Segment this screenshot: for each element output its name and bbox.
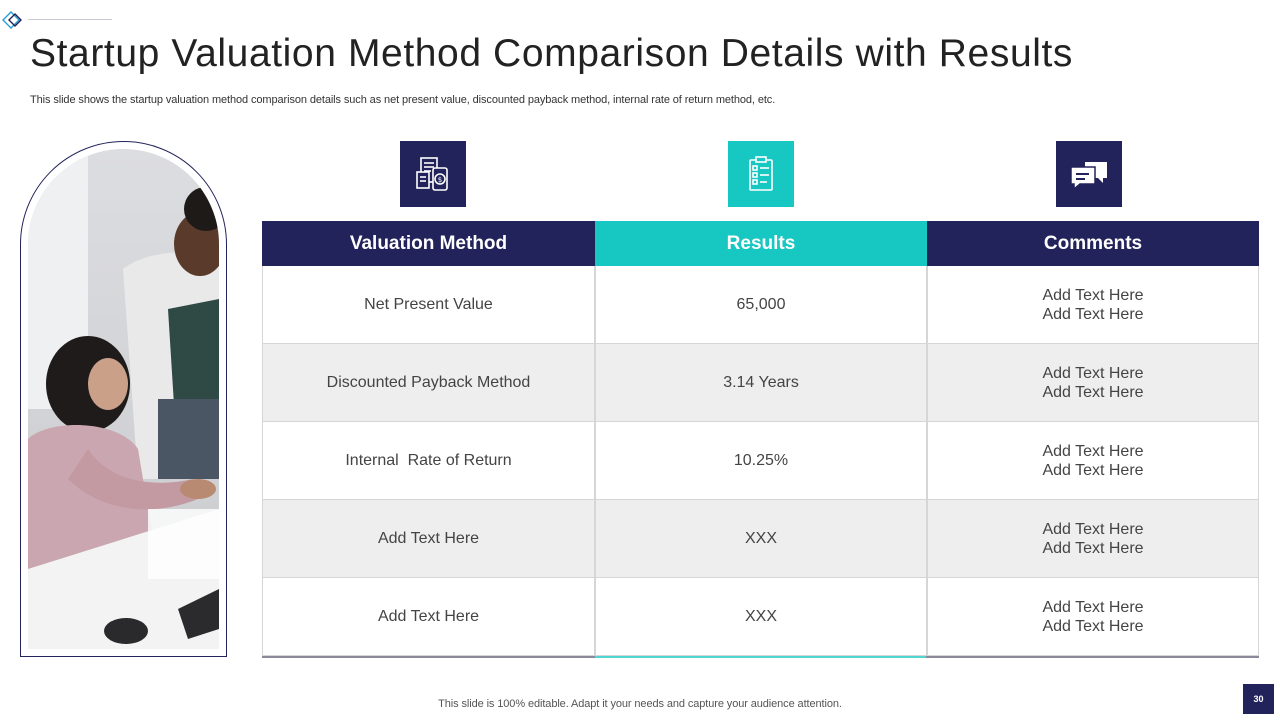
footer-note: This slide is 100% editable. Adapt it yo…: [438, 698, 842, 710]
comment-line: Add Text Here: [1042, 286, 1144, 304]
comment-line: Add Text Here: [1042, 539, 1144, 557]
svg-text:$: $: [438, 176, 442, 184]
photo-frame: [20, 141, 227, 657]
result-cell: 10.25%: [595, 422, 927, 500]
comment-line: Add Text Here: [1042, 442, 1144, 460]
table-row: Net Present Value 65,000 Add Text Here A…: [262, 266, 1259, 344]
header-results: Results: [595, 221, 927, 266]
header-valuation-method: Valuation Method: [262, 221, 595, 266]
comment-cell: Add Text Here Add Text Here: [927, 344, 1259, 422]
chat-bubbles-icon: [1056, 141, 1122, 207]
results-column-underline: [595, 656, 926, 658]
comment-cell: Add Text Here Add Text Here: [927, 578, 1259, 656]
comment-line: Add Text Here: [1042, 520, 1144, 538]
page-number: 30: [1243, 684, 1274, 714]
method-cell: Add Text Here: [262, 500, 595, 578]
header-comments: Comments: [927, 221, 1259, 266]
table-row: Discounted Payback Method 3.14 Years Add…: [262, 344, 1259, 422]
comment-cell: Add Text Here Add Text Here: [927, 422, 1259, 500]
result-cell: XXX: [595, 500, 927, 578]
table-row: Add Text Here XXX Add Text Here Add Text…: [262, 500, 1259, 578]
comment-line: Add Text Here: [1042, 617, 1144, 635]
comment-line: Add Text Here: [1042, 383, 1144, 401]
method-cell: Add Text Here: [262, 578, 595, 656]
comment-line: Add Text Here: [1042, 598, 1144, 616]
checklist-clipboard-icon: [728, 141, 794, 207]
table-row: Add Text Here XXX Add Text Here Add Text…: [262, 578, 1259, 658]
table-header: Valuation Method Results Comments: [262, 221, 1259, 266]
comment-line: Add Text Here: [1042, 364, 1144, 382]
slide-subtitle: This slide shows the startup valuation m…: [30, 94, 776, 106]
valuation-table: Valuation Method Results Comments Net Pr…: [262, 221, 1259, 658]
method-cell: Discounted Payback Method: [262, 344, 595, 422]
method-cell: Internal Rate of Return: [262, 422, 595, 500]
comment-line: Add Text Here: [1042, 305, 1144, 323]
result-cell: 3.14 Years: [595, 344, 927, 422]
method-cell: Net Present Value: [262, 266, 595, 344]
result-cell: XXX: [595, 578, 927, 656]
document-money-icon: $: [400, 141, 466, 207]
comment-cell: Add Text Here Add Text Here: [927, 266, 1259, 344]
comment-line: Add Text Here: [1042, 461, 1144, 479]
diamond-logo-icon: [2, 11, 22, 29]
slide-title: Startup Valuation Method Comparison Deta…: [30, 32, 1074, 75]
team-photo: [28, 149, 219, 649]
table-row: Internal Rate of Return 10.25% Add Text …: [262, 422, 1259, 500]
result-cell: 65,000: [595, 266, 927, 344]
header-divider: [28, 19, 112, 20]
comment-cell: Add Text Here Add Text Here: [927, 500, 1259, 578]
